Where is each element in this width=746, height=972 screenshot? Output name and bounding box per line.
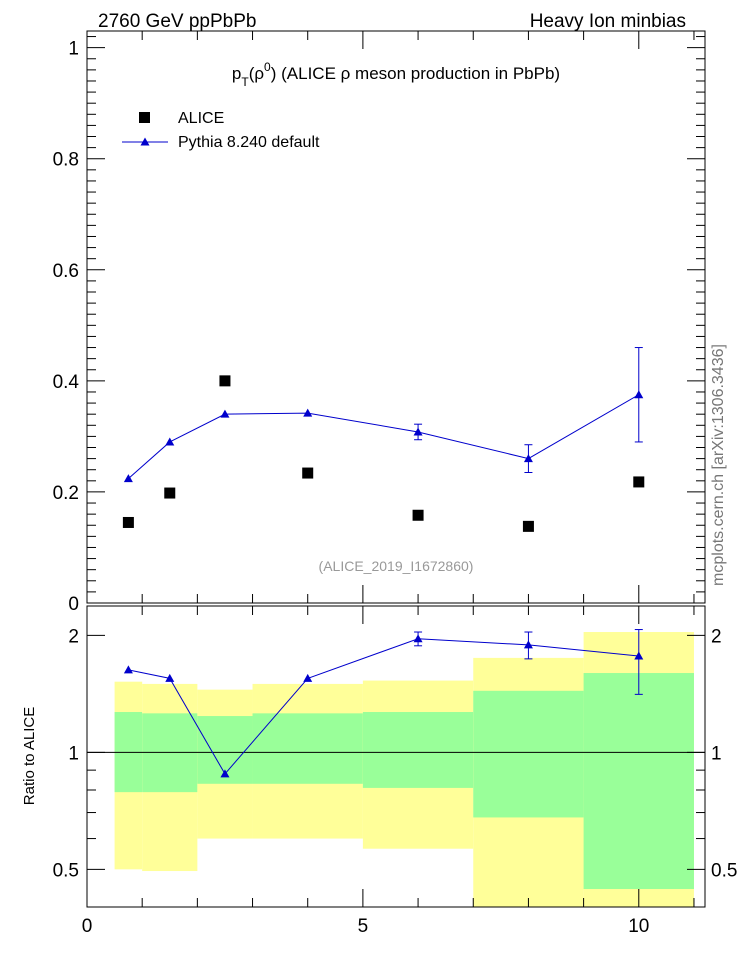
alice-point <box>219 375 231 387</box>
alice-point <box>122 516 134 528</box>
x-tick-label: 0 <box>82 916 93 937</box>
ratio-y-tick-label: 0.5 <box>53 860 79 881</box>
ratio-y-tick-label-right: 0.5 <box>711 860 737 881</box>
legend-pythia-label: Pythia 8.240 default <box>178 134 320 151</box>
main-y-tick-label: 0.6 <box>53 261 79 282</box>
ratio-uncertainty-bands <box>114 632 694 907</box>
x-tick-labels: 0 5 10 <box>82 916 650 937</box>
main-data-layer <box>122 347 645 532</box>
pythia-point <box>523 454 533 463</box>
ratio-pythia-point <box>303 673 313 682</box>
ratio-pythia-point <box>523 640 533 649</box>
analysis-watermark: (ALICE_2019_I1672860) <box>319 558 474 574</box>
side-reference-label: mcplots.cern.ch [arXiv:1306.3436] <box>710 344 727 586</box>
ratio-axis-ticks <box>86 606 705 908</box>
legend-alice-label: ALICE <box>178 110 224 127</box>
alice-point <box>522 520 534 532</box>
pythia-point <box>303 408 313 417</box>
pythia-point <box>165 437 175 446</box>
ratio-y-tick-labels: 0.5 0.5 1 1 2 2 <box>53 626 738 881</box>
ratio-data-layer <box>123 629 644 778</box>
ratio-pythia-point <box>165 673 175 682</box>
ratio-pythia-point <box>123 665 133 674</box>
header-left: 2760 GeV ppPbPb <box>98 11 256 32</box>
pythia-point <box>413 427 423 436</box>
pythia-point <box>123 474 133 483</box>
legend-pythia-marker <box>140 137 150 146</box>
main-plot-frame <box>86 30 706 604</box>
header-right: Heavy Ion minbias <box>530 11 686 32</box>
ratio-y-tick-label: 2 <box>68 626 79 647</box>
ratio-y-tick-label-right: 2 <box>711 626 722 647</box>
main-axis-ticks <box>86 31 705 604</box>
x-tick-label: 10 <box>628 916 649 937</box>
green-band <box>583 673 694 890</box>
ratio-y-axis-label: Ratio to ALICE <box>21 707 38 805</box>
alice-point <box>164 487 176 499</box>
main-title: pT(ρ0) (ALICE ρ meson production in PbPb… <box>232 60 560 89</box>
main-plot: 0 0.2 0.4 0.6 0.8 1 pT(ρ0) (ALICE ρ meson pro… <box>53 30 706 615</box>
legend-alice-marker <box>139 112 150 123</box>
main-y-tick-label: 0.8 <box>53 150 79 171</box>
x-tick-label: 5 <box>358 916 369 937</box>
ratio-y-tick-label-right: 1 <box>711 743 722 764</box>
ratio-plot: 0.5 0.5 1 1 2 2 0 5 10 Ratio to ALICE <box>21 605 738 937</box>
pythia-line <box>128 394 640 479</box>
alice-point <box>412 509 424 521</box>
main-y-tick-label: 0 <box>68 594 79 615</box>
alice-point <box>633 476 645 488</box>
green-band <box>473 690 584 818</box>
pythia-point <box>220 409 230 418</box>
pythia-point <box>634 390 644 399</box>
main-y-tick-label: 0.4 <box>53 372 80 393</box>
main-y-tick-label: 1 <box>68 39 79 60</box>
legend: ALICE Pythia 8.240 default <box>122 110 320 151</box>
ratio-plot-frame <box>86 605 706 908</box>
ratio-pythia-point <box>413 634 423 643</box>
green-band <box>362 712 474 788</box>
ratio-y-tick-label: 1 <box>68 743 79 764</box>
ratio-pythia-point <box>634 651 644 660</box>
alice-point <box>302 467 314 479</box>
main-y-tick-labels: 0 0.2 0.4 0.6 0.8 1 <box>53 39 80 615</box>
main-y-tick-label: 0.2 <box>53 483 79 504</box>
green-band <box>252 713 363 784</box>
ratio-pythia-point <box>220 769 230 778</box>
